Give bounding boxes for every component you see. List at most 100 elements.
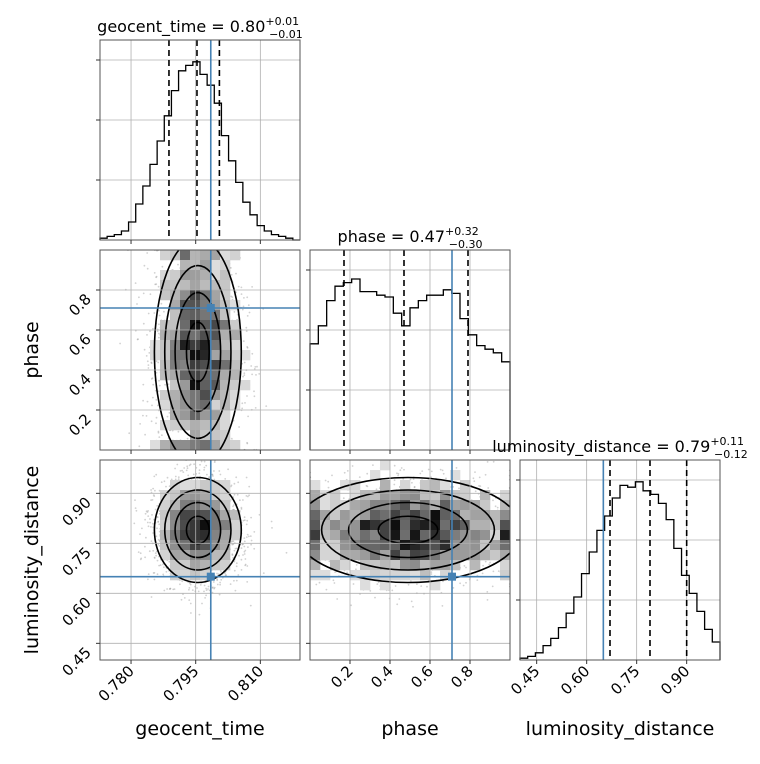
sample-point	[251, 540, 253, 542]
sample-point	[154, 557, 156, 559]
sample-point	[205, 588, 207, 590]
density-cell	[230, 440, 240, 450]
sample-point	[144, 265, 146, 267]
sample-point	[212, 587, 214, 589]
sample-point	[149, 330, 151, 332]
sample-point	[148, 367, 150, 369]
sample-point	[141, 528, 143, 530]
sample-point	[247, 347, 249, 349]
sample-point	[137, 339, 139, 341]
sample-point	[243, 372, 245, 374]
sample-point	[193, 463, 195, 465]
sample-point	[247, 496, 249, 498]
sample-point	[144, 434, 146, 436]
sample-point	[205, 595, 207, 597]
panel-background	[310, 250, 510, 450]
sample-point	[256, 366, 258, 368]
sample-point	[253, 531, 255, 533]
sample-point	[233, 540, 235, 542]
histogram-panel-geocent_time: geocent_time = 0.80+0.01−0.01	[96, 15, 303, 244]
sample-point	[243, 306, 245, 308]
sample-point	[136, 303, 138, 305]
sample-point	[153, 312, 155, 314]
sample-point	[233, 580, 235, 582]
sample-point	[151, 514, 153, 516]
sample-point	[208, 586, 210, 588]
sample-point	[189, 465, 191, 467]
sample-point	[144, 349, 146, 351]
sample-point	[178, 478, 180, 480]
sample-point	[204, 597, 206, 599]
density-cell	[220, 280, 230, 290]
density-panel-geocent_time-phase	[96, 239, 300, 466]
sample-point	[161, 303, 163, 305]
sample-point	[192, 589, 194, 591]
sample-point	[158, 333, 160, 335]
histogram-title-luminosity_distance: luminosity_distance = 0.79+0.11−0.12	[492, 435, 748, 461]
density-cell	[180, 250, 190, 260]
sample-point	[152, 523, 154, 525]
sample-point	[155, 283, 157, 285]
density-cell	[200, 280, 210, 290]
sample-point	[242, 309, 244, 311]
sample-point	[184, 597, 186, 599]
sample-point	[151, 540, 153, 542]
density-cell	[180, 340, 190, 350]
sample-point	[147, 578, 149, 580]
sample-point	[230, 296, 232, 298]
density-cell	[220, 360, 230, 370]
sample-point	[186, 465, 188, 467]
density-cell	[200, 380, 210, 390]
sample-point	[156, 276, 158, 278]
sample-point	[144, 556, 146, 558]
sample-point	[204, 585, 206, 587]
density-cell	[230, 320, 240, 330]
sample-point	[241, 507, 243, 509]
sample-point	[242, 376, 244, 378]
histogram-title-geocent_time: geocent_time = 0.80+0.01−0.01	[97, 15, 303, 41]
sample-point	[151, 405, 153, 407]
sample-point	[163, 590, 165, 592]
density-cell	[220, 250, 230, 260]
sample-point	[203, 591, 205, 593]
sample-point	[220, 571, 222, 573]
sample-point	[163, 311, 165, 313]
sample-point	[148, 364, 150, 366]
sample-point	[147, 268, 149, 270]
sample-point	[158, 323, 160, 325]
sample-point	[242, 499, 244, 501]
histogram-panel-phase: phase = 0.47+0.32−0.30	[306, 225, 510, 454]
sample-point	[154, 272, 156, 274]
sample-point	[231, 553, 233, 555]
sample-point	[241, 569, 243, 571]
sample-point	[156, 535, 158, 537]
sample-point	[154, 579, 156, 581]
density-cell	[190, 310, 200, 320]
truth-marker	[207, 304, 215, 312]
sample-point	[238, 286, 240, 288]
sample-point	[144, 546, 146, 548]
sample-point	[143, 323, 145, 325]
density-cell	[190, 390, 200, 400]
sample-point	[181, 580, 183, 582]
sample-point	[218, 470, 220, 472]
sample-point	[150, 489, 152, 491]
sample-point	[247, 534, 249, 536]
density-cell	[170, 390, 180, 400]
sample-point	[146, 334, 148, 336]
sample-point	[167, 416, 169, 418]
sample-point	[152, 377, 154, 379]
sample-point	[150, 362, 152, 364]
sample-point	[271, 521, 273, 523]
sample-point	[189, 587, 191, 589]
sample-point	[265, 405, 267, 407]
sample-point	[246, 395, 248, 397]
density-cell	[190, 350, 200, 360]
sample-point	[180, 470, 182, 472]
sample-point	[152, 550, 154, 552]
sample-point	[263, 572, 265, 574]
density-cell	[180, 380, 190, 390]
sample-point	[135, 507, 137, 509]
sample-point	[250, 517, 252, 519]
sample-point	[169, 588, 171, 590]
